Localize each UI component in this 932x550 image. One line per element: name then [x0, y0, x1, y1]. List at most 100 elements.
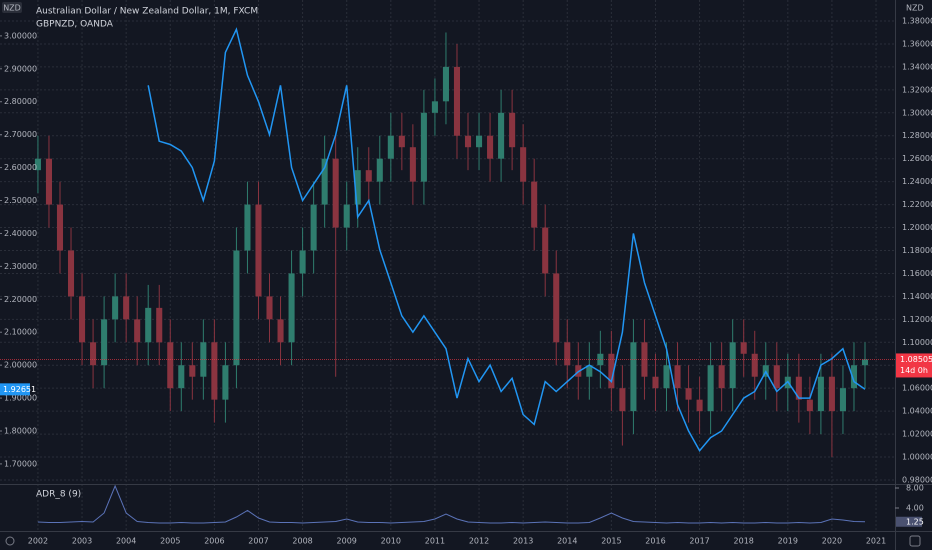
x-tick-label: 2013: [513, 537, 533, 546]
y-tick-label: 1.14000: [902, 292, 932, 301]
lines: [0, 27, 895, 524]
candle-body: [630, 342, 637, 412]
settings-icon[interactable]: [909, 535, 921, 547]
candle-body: [222, 365, 229, 400]
y2-tick-label: 1.90000: [4, 394, 37, 403]
x-tick-label: 2015: [601, 537, 621, 546]
price-unit: NZD: [906, 4, 924, 13]
series-last-label: 1.92651: [3, 385, 36, 394]
y-tick-label: 1.22000: [902, 200, 932, 209]
candle-body: [674, 365, 681, 389]
candle-body: [839, 388, 846, 412]
y-tick-label: 1.24000: [902, 177, 932, 186]
x-tick-label: 2021: [866, 537, 886, 546]
x-tick-label: 2012: [469, 537, 489, 546]
x-tick-label: 2007: [248, 537, 268, 546]
candle-body: [487, 135, 494, 159]
x-tick-label: 2003: [72, 537, 92, 546]
y-tick-label: 1.28000: [902, 131, 932, 140]
indicator-last-label: 1.25: [906, 517, 924, 526]
x-tick-label: 2020: [822, 537, 842, 546]
y2-tick-label: 2.30000: [4, 262, 37, 271]
y2-tick-label: 2.40000: [4, 229, 37, 238]
legend-entry: GBPNZD, OANDA: [36, 20, 114, 30]
candle-body: [828, 376, 835, 412]
candle-body: [200, 342, 207, 377]
candle-body: [101, 319, 108, 366]
candle-body: [531, 181, 538, 228]
candle-body: [266, 296, 273, 320]
candle-body: [299, 250, 306, 274]
candle-body: [718, 365, 725, 389]
candle-body: [608, 353, 615, 389]
candle-body: [34, 158, 41, 171]
last-price-badge: [896, 353, 932, 378]
y2-tick-label: 1.80000: [4, 426, 37, 435]
candle-body: [420, 112, 427, 182]
candle-body: [707, 365, 714, 412]
x-tick-label: 2006: [204, 537, 224, 546]
indicator-last-badge: [896, 516, 922, 527]
y-tick-label: 1.04000: [902, 407, 932, 416]
series-last-badge: [0, 383, 30, 396]
grid: [0, 0, 895, 531]
series-line: [147, 27, 866, 453]
candle-body: [453, 66, 461, 136]
y2-tick-label: 2.10000: [4, 328, 37, 337]
x-tick-label: 2002: [28, 537, 48, 546]
candle-body: [498, 112, 505, 159]
y-tick-label: 1.02000: [902, 430, 932, 439]
y-tick-label: 1.34000: [902, 62, 932, 71]
candle-body: [817, 376, 824, 412]
candle-body: [145, 307, 152, 343]
y2-tick-label: 3.00000: [4, 31, 37, 40]
y-tick-label: 1.32000: [902, 85, 932, 94]
y-tick-label: 1.16000: [902, 269, 932, 278]
candle-body: [795, 376, 802, 400]
timezone-icon[interactable]: [5, 536, 15, 546]
x-tick-label: 2011: [425, 537, 445, 546]
candle-body: [178, 365, 185, 389]
candle-body: [476, 135, 483, 148]
candle-body: [376, 158, 383, 182]
candle-body: [553, 273, 560, 343]
y2-tick-label: 2.70000: [4, 130, 37, 139]
candle-body: [542, 227, 549, 274]
candle-body: [387, 135, 394, 159]
candle-body: [79, 296, 86, 343]
y-tick-label: 1.10000: [902, 338, 932, 347]
y-tick-label: 1.30000: [902, 108, 932, 117]
y-tick-label: 1.18000: [902, 246, 932, 255]
candle-body: [56, 204, 64, 251]
labels: 1.38000 1.36000 1.34000 1.32000 1.30000 1.280…: [0, 16, 932, 546]
candle-body: [112, 296, 119, 320]
x-tick-label: 2019: [778, 537, 798, 546]
candle-body: [685, 388, 692, 400]
candle-body: [663, 365, 670, 389]
candle-body: [861, 359, 869, 366]
candle-body: [211, 342, 218, 400]
candle-body: [45, 158, 52, 205]
candle-body: [619, 388, 626, 412]
indicator-tick-label: 4.00: [906, 504, 924, 513]
left-unit: NZD: [3, 4, 21, 13]
candle-body: [773, 365, 780, 389]
candle-body: [332, 158, 339, 228]
candle-body: [255, 204, 262, 297]
y-tick-label: 1.12000: [902, 315, 932, 324]
chart-title: Australian Dollar / New Zealand Dollar, …: [36, 7, 258, 17]
candle-body: [288, 273, 295, 343]
candle-body: [806, 399, 813, 412]
x-tick-label: 2014: [557, 537, 577, 546]
y-tick-label: 1.20000: [902, 223, 932, 232]
candle-body: [652, 376, 659, 389]
candle-body: [409, 147, 416, 182]
candle-body: [751, 353, 758, 377]
y2-tick-label: 1.70000: [4, 459, 37, 468]
candle-body: [442, 66, 449, 102]
candle-body: [134, 319, 141, 343]
y-tick-label: 1.26000: [902, 154, 932, 163]
candle-body: [520, 147, 527, 182]
y-tick-label: 1.00000: [902, 453, 932, 462]
